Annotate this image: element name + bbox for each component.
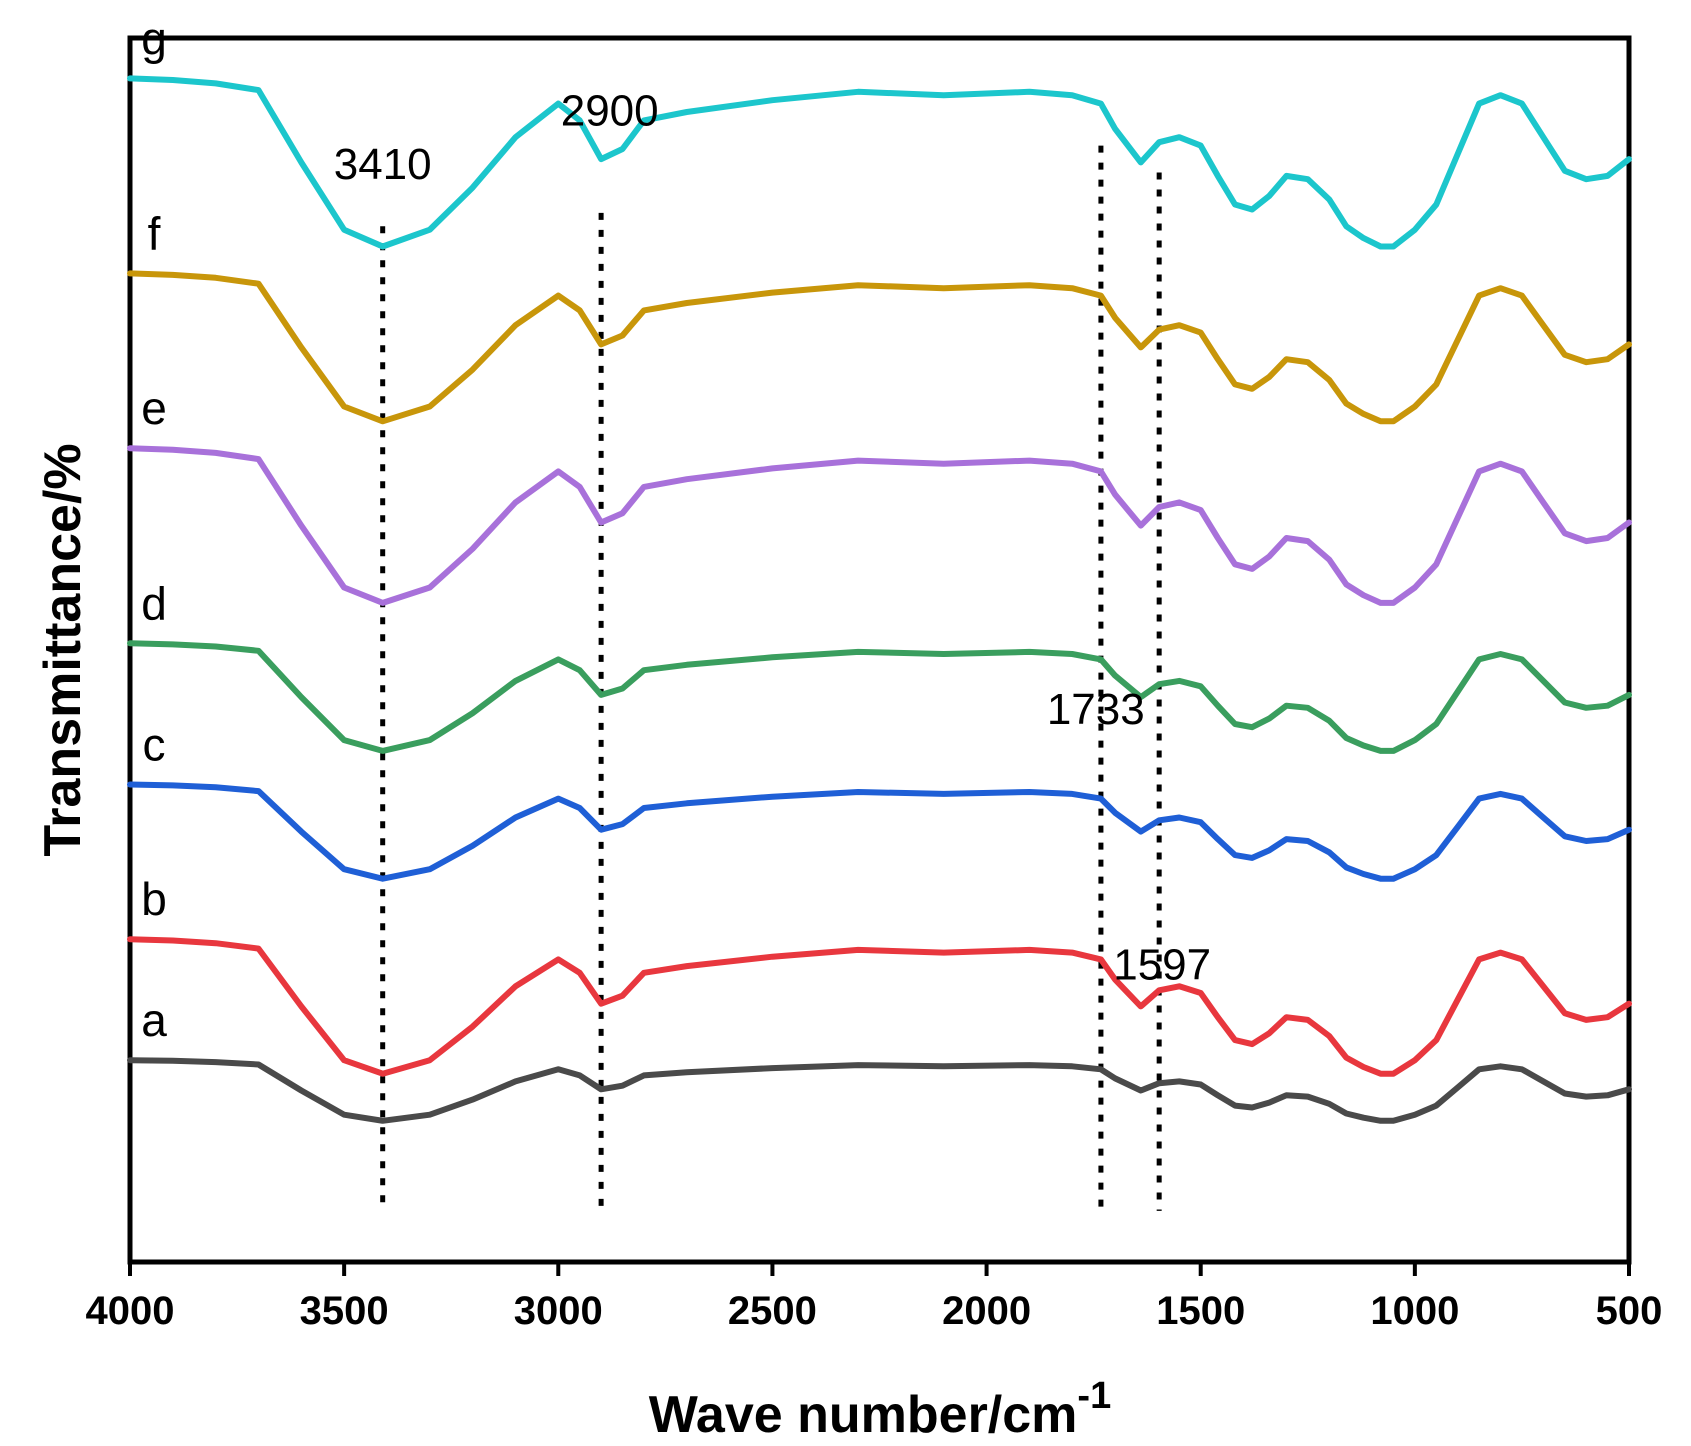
x-axis-title-superscript: -1	[1077, 1375, 1111, 1417]
series-line-f	[127, 270, 1632, 425]
x-tick-label: 3500	[300, 1289, 389, 1333]
peak-annotation: 2900	[561, 86, 659, 135]
x-tick-label: 3000	[514, 1289, 603, 1333]
series-line-e	[127, 445, 1632, 606]
series-label-g: g	[141, 12, 167, 64]
x-axis-title: Wave number/cm-1	[649, 1375, 1111, 1444]
series-line-c	[127, 781, 1632, 882]
series-label-e: e	[141, 382, 167, 434]
series-label-c: c	[143, 719, 166, 771]
series-line-b	[127, 936, 1632, 1077]
x-tick-label: 4000	[86, 1289, 175, 1333]
peak-annotations: 3410 2900 1733 1597	[334, 86, 1211, 989]
series-line-d	[127, 640, 1632, 754]
series-label-d: d	[141, 577, 167, 629]
series-labels: a b c d e f g	[141, 12, 167, 1046]
reference-lines	[380, 145, 1162, 1211]
x-axis-ticks: 4000 3500 3000 2500 2000 1500 1000 500	[86, 1262, 1663, 1333]
series-label-b: b	[141, 873, 167, 925]
peak-annotation: 1597	[1113, 941, 1211, 990]
peak-annotation: 1733	[1047, 685, 1145, 734]
x-tick-label: 2000	[942, 1289, 1031, 1333]
x-tick-label: 1000	[1370, 1289, 1459, 1333]
plot-frame	[127, 35, 1632, 1265]
x-tick-label: 2500	[728, 1289, 817, 1333]
series-line-a	[127, 1057, 1632, 1124]
peak-annotation: 3410	[334, 140, 432, 189]
x-tick-label: 1500	[1156, 1289, 1245, 1333]
series-line-g	[127, 75, 1632, 250]
x-tick-label: 500	[1596, 1289, 1663, 1333]
series-label-f: f	[148, 207, 161, 259]
x-axis-title-main: Wave number/cm	[649, 1386, 1078, 1444]
series-lines	[127, 75, 1632, 1124]
y-axis-title: Transmittance/%	[34, 443, 92, 856]
series-label-a: a	[141, 994, 167, 1046]
